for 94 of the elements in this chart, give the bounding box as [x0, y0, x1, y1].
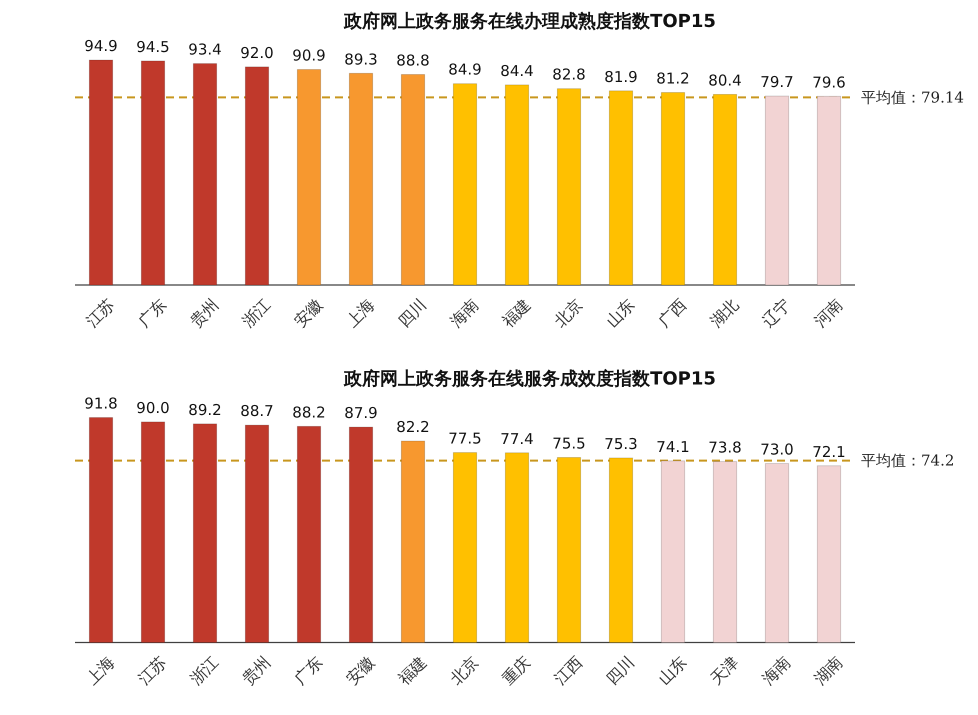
- data-label: 88.7: [240, 402, 274, 420]
- bar: [816, 96, 842, 286]
- bar: [556, 457, 582, 643]
- bar: [140, 422, 166, 643]
- data-label: 77.4: [500, 430, 534, 448]
- data-label: 75.3: [604, 434, 638, 453]
- data-label: 87.9: [344, 404, 378, 422]
- bar: [88, 60, 114, 286]
- bar: [764, 96, 790, 286]
- bar: [660, 92, 686, 286]
- bar: [504, 84, 530, 286]
- x-tick-label: 浙江: [238, 294, 274, 331]
- data-label: 89.2: [188, 400, 222, 419]
- data-label: 92.0: [240, 44, 274, 62]
- x-tick-label: 安徽: [342, 652, 378, 688]
- x-tick-label: 广东: [290, 652, 326, 688]
- x-tick-label: 天津: [706, 652, 742, 688]
- x-tick-label: 海南: [446, 294, 482, 331]
- x-tick-label: 湖南: [810, 652, 846, 688]
- x-tick-label: 浙江: [186, 652, 222, 688]
- x-tick-label: 广东: [134, 294, 170, 331]
- bar: [192, 63, 218, 286]
- bar: [296, 426, 322, 643]
- data-label: 81.9: [604, 68, 638, 86]
- bar: [712, 461, 738, 643]
- data-label: 77.5: [448, 430, 482, 448]
- bar: [88, 417, 114, 643]
- bar: [192, 423, 218, 643]
- data-label: 90.9: [292, 46, 326, 64]
- data-label: 88.2: [292, 403, 326, 422]
- data-label: 82.8: [552, 66, 586, 84]
- x-tick-label: 江西: [550, 652, 586, 688]
- x-tick-label: 山东: [602, 294, 638, 331]
- data-label: 81.2: [656, 69, 690, 88]
- data-label: 88.8: [396, 51, 430, 70]
- bar: [504, 452, 530, 643]
- x-tick-label: 海南: [758, 652, 794, 688]
- x-tick-label: 福建: [498, 294, 534, 331]
- chart-title: 政府网上政务服务在线办理成熟度指数TOP15: [343, 11, 716, 32]
- data-label: 79.7: [760, 73, 794, 92]
- bar: [608, 90, 634, 286]
- bar: [140, 60, 166, 286]
- data-label: 74.1: [656, 438, 690, 456]
- x-tick-label: 北京: [550, 294, 586, 331]
- data-label: 72.1: [812, 442, 846, 461]
- x-tick-label: 山东: [654, 652, 690, 688]
- data-label: 91.8: [84, 394, 118, 412]
- x-tick-label: 四川: [602, 652, 638, 688]
- bar: [712, 94, 738, 286]
- x-tick-label: 安徽: [290, 294, 326, 331]
- chart-title: 政府网上政务服务在线服务成效度指数TOP15: [343, 368, 716, 390]
- x-tick-label: 北京: [446, 652, 482, 688]
- bar: [244, 66, 270, 286]
- x-tick-label: 贵州: [186, 294, 222, 331]
- bar: [452, 452, 478, 643]
- data-label: 89.3: [344, 50, 378, 68]
- bar: [816, 465, 842, 643]
- bar: [556, 88, 582, 286]
- data-label: 82.2: [396, 418, 430, 436]
- data-label: 73.8: [708, 438, 742, 457]
- bar: [608, 458, 634, 643]
- x-tick-label: 上海: [342, 294, 378, 331]
- bar: [400, 74, 426, 286]
- data-label: 90.0: [136, 398, 170, 417]
- x-tick-label: 辽宁: [758, 294, 794, 331]
- bar: [660, 460, 686, 643]
- x-tick-label: 四川: [394, 294, 430, 331]
- x-tick-label: 贵州: [238, 652, 274, 688]
- data-label: 94.5: [136, 38, 170, 56]
- x-tick-label: 广西: [654, 294, 690, 331]
- data-label: 80.4: [708, 71, 742, 90]
- data-label: 73.0: [760, 440, 794, 459]
- bar: [244, 424, 270, 643]
- bar: [348, 426, 374, 643]
- x-tick-label: 重庆: [498, 652, 534, 688]
- data-label: 84.4: [500, 62, 534, 80]
- data-label: 79.6: [812, 73, 846, 92]
- x-tick-label: 福建: [394, 652, 430, 688]
- ref-line-label: 平均值：79.14: [861, 88, 964, 106]
- data-label: 93.4: [188, 40, 222, 59]
- x-tick-label: 江苏: [134, 652, 170, 688]
- bar: [452, 83, 478, 286]
- x-tick-label: 河南: [810, 294, 846, 331]
- x-tick-label: 江苏: [82, 294, 118, 331]
- bar: [348, 72, 374, 286]
- bar: [296, 69, 322, 286]
- x-tick-label: 湖北: [706, 294, 742, 331]
- data-label: 84.9: [448, 60, 482, 79]
- bar: [400, 440, 426, 643]
- x-tick-label: 上海: [82, 652, 118, 688]
- ref-line-label: 平均值：74.2: [861, 452, 954, 470]
- data-label: 94.9: [84, 37, 118, 55]
- bar: [764, 463, 790, 643]
- data-label: 75.5: [552, 434, 586, 452]
